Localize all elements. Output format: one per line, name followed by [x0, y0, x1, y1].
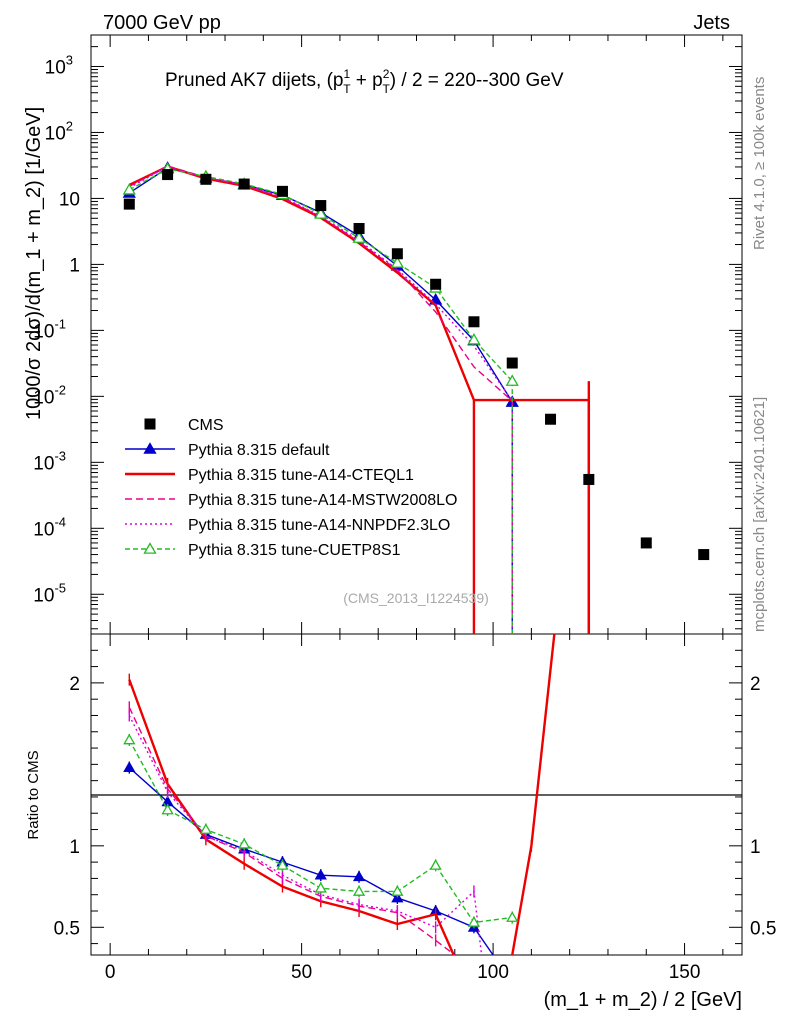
- legend-label-3: Pythia 8.315 tune-A14-NNPDF2.3LO: [188, 517, 450, 534]
- cms-data-point: [315, 200, 327, 212]
- ratio-point-0: [352, 870, 366, 882]
- series-point-4: [352, 231, 366, 243]
- series-line-1: [128, 165, 589, 402]
- y-tick-label-main: 10-1: [33, 316, 66, 342]
- x-tick-label: 0: [105, 962, 116, 983]
- x-tick-label: 150: [669, 962, 701, 983]
- ratio-point-4: [429, 859, 442, 870]
- ratio-point-4: [314, 881, 327, 893]
- cms-data-point: [391, 248, 403, 260]
- legend-label-0: Pythia 8.315 default: [188, 442, 330, 459]
- series-point-4: [390, 256, 404, 268]
- legend-label-1: Pythia 8.315 tune-A14-CTEQL1: [188, 467, 414, 484]
- ratio-point-4: [352, 885, 366, 896]
- cms-data-point: [583, 473, 595, 485]
- series-point-4: [505, 374, 519, 386]
- y-tick-label-ratio: 0.5: [54, 918, 80, 939]
- analysis-id: (CMS_2013_I1224539): [343, 590, 489, 606]
- y-tick-label-main: 103: [45, 52, 73, 78]
- y-tick-label-ratio-right: 2: [750, 674, 761, 695]
- ratio-point-4: [506, 911, 519, 922]
- y-axis-label-main: 1000/σ 2dσ)/d(m_1 + m_2) [1/GeV]: [23, 107, 45, 420]
- legend: CMS Pythia 8.315 default Pythia 8.315 tune…: [125, 417, 457, 559]
- y-axis-label-ratio: Ratio to CMS: [25, 750, 42, 839]
- ratio-point-4: [276, 859, 289, 870]
- cms-data-point: [353, 223, 365, 235]
- y-tick-label-ratio: 1: [69, 837, 80, 858]
- y-tick-label-main: 10-2: [33, 382, 66, 408]
- ratio-point-4: [391, 885, 404, 896]
- y-tick-label-ratio-right: 1: [750, 837, 761, 858]
- series-point-4: [467, 332, 481, 345]
- ratio-point-0: [314, 868, 327, 880]
- ratio-line-3: [128, 715, 483, 955]
- y-tick-label-ratio: 2: [69, 674, 80, 695]
- legend-marker-4: [143, 542, 157, 554]
- y-tick-label-ratio-right: 0.5: [750, 918, 776, 939]
- legend-marker-cms: [144, 418, 156, 430]
- y-tick-label-main: 1: [69, 255, 80, 276]
- ratio-point-4: [467, 916, 481, 927]
- ratio-point-4: [161, 803, 174, 815]
- ratio-point-0: [123, 761, 136, 773]
- chart-title: Pruned AK7 dijets, (p1 T + p2 T) / 2 = 220…: [165, 67, 564, 96]
- ratio-point-4: [123, 733, 136, 745]
- ratio-line-0: [128, 767, 494, 955]
- y-tick-label-main: 10-4: [33, 514, 66, 540]
- y-tick-label-main: 10: [59, 189, 80, 210]
- y-tick-label-main: 102: [45, 118, 73, 144]
- legend-label-cms: CMS: [188, 417, 224, 434]
- cms-data-point: [640, 537, 652, 549]
- mcplots-label: mcplots.cern.ch [arXiv:2401.10621]: [751, 397, 768, 632]
- cms-data-point: [430, 278, 442, 290]
- header-right: Jets: [693, 12, 730, 34]
- y-tick-label-main: 10-3: [33, 448, 66, 474]
- ratio-point-4: [238, 837, 251, 849]
- y-tick-label-main: 10-5: [33, 580, 66, 606]
- x-axis-label: (m_1 + m_2) / 2 [GeV]: [544, 989, 742, 1011]
- ratio-point-4: [199, 823, 213, 834]
- x-tick-label: 50: [291, 962, 312, 983]
- cms-data-point: [200, 173, 212, 185]
- x-tick-label: 100: [477, 962, 509, 983]
- cms-data-point: [468, 316, 480, 328]
- legend-label-4: Pythia 8.315 tune-CUETP8S1: [188, 542, 401, 559]
- ratio-line-2: [128, 707, 456, 955]
- legend-marker-0: [143, 442, 157, 454]
- legend-label-2: Pythia 8.315 tune-A14-MSTW2008LO: [188, 492, 457, 509]
- header-left: 7000 GeV pp: [103, 12, 221, 34]
- rivet-label: Rivet 4.1.0, ≥ 100k events: [751, 77, 768, 250]
- series-point-4: [314, 207, 328, 219]
- cms-data-point: [545, 413, 557, 425]
- cms-data-point: [238, 178, 250, 190]
- cms-data-point: [276, 185, 288, 197]
- ratio-line-1: [128, 634, 556, 955]
- cms-data-point: [123, 198, 135, 210]
- main-plot-area: [122, 161, 710, 634]
- cms-data-point: [162, 169, 174, 181]
- series-point-4: [122, 183, 136, 195]
- cms-data-point: [698, 549, 710, 561]
- cms-data-point: [506, 357, 518, 369]
- ratio-plot-area: [91, 634, 742, 955]
